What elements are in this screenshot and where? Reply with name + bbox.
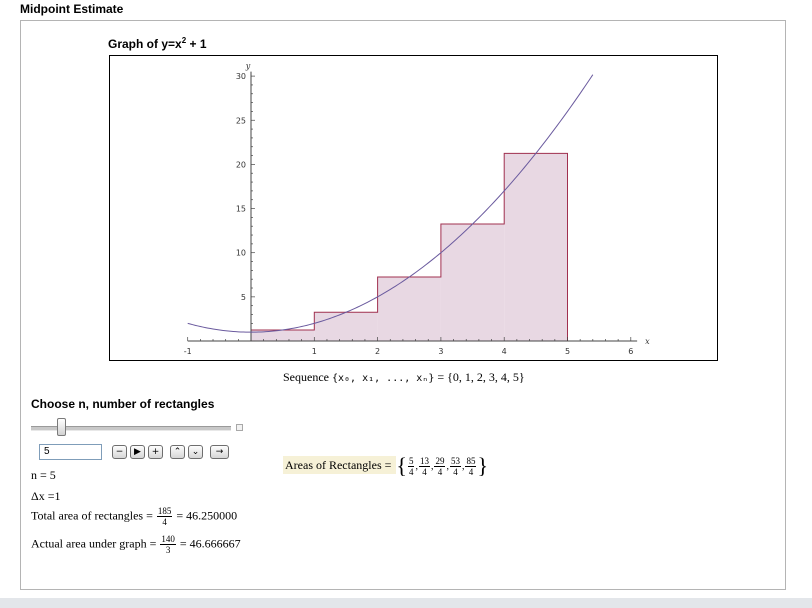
area-fraction: 85 4 [465,455,477,477]
direction-button[interactable]: → [210,445,229,459]
x-tick-label: 2 [375,347,380,356]
slider-expand-button[interactable] [236,424,243,431]
plot-frame: -1 1 2 3 4 5 6 5 10 15 20 25 30 x y [109,55,718,361]
x-tick-label: 1 [312,347,317,356]
actual-area-fraction: 140 3 [160,534,176,555]
rectangle-bar [377,276,441,341]
area-fraction: 13 4 [418,455,430,477]
total-area-fraction: 185 4 [156,506,173,527]
slower-button[interactable]: ⌄ [188,445,203,459]
app-title: Midpoint Estimate [20,2,124,16]
bottom-strip [0,598,812,608]
x-tick-label: 5 [565,347,570,356]
x-tick-label: -1 [184,347,192,356]
area-fraction: 53 4 [449,455,461,477]
n-slider-thumb[interactable] [57,418,66,436]
y-tick-label: 30 [236,72,246,81]
y-tick-label: 5 [241,293,246,302]
function-curve [187,74,594,333]
areas-readout: Areas of Rectangles = {5 4, 13 4, 29 4, 53 4, 85… [283,453,489,478]
x-tick-label: 4 [502,347,507,356]
x-tick-label: 3 [438,347,443,356]
function-plot: -1 1 2 3 4 5 6 5 10 15 20 25 30 x y [184,62,650,356]
n-readout: n = 5 [31,468,56,482]
rectangle-bar [504,153,568,341]
n-slider-track[interactable] [31,426,231,431]
control-heading: Choose n, number of rectangles [31,397,215,411]
y-tick-label: 15 [236,205,246,214]
sequence-vars: {x₀, x₁, ..., xₙ} [331,373,435,384]
areas-label: Areas of Rectangles = [283,455,397,474]
play-button[interactable]: ▶ [130,445,145,459]
actual-area-readout: Actual area under graph = 140 3 = 46.6666… [31,534,241,555]
y-axis-var: y [245,62,251,71]
faster-button[interactable]: ⌃ [170,445,185,459]
rectangle-bar [314,312,378,341]
y-tick-label: 25 [236,116,246,125]
step-back-button[interactable]: − [112,445,127,459]
area-fraction: 29 4 [434,455,446,477]
total-area-readout: Total area of rectangles = 185 4 = 46.250… [31,506,238,527]
sequence-values: {0, 1, 2, 3, 4, 5} [447,370,525,384]
sequence-readout: Sequence {x₀, x₁, ..., xₙ} = {0, 1, 2, 3… [283,370,525,384]
dx-readout: Δx =1 [31,489,61,503]
x-tick-label: 6 [628,347,633,356]
step-forward-button[interactable]: + [148,445,163,459]
y-tick-label: 20 [236,160,246,169]
rectangle-bar [251,329,315,341]
x-axis-var: x [645,337,650,346]
n-input-field[interactable]: 5 [39,444,102,460]
rectangle-bar [440,224,505,341]
y-tick-label: 10 [236,249,246,258]
graph-title: Graph of y=x2 + 1 [108,36,207,51]
